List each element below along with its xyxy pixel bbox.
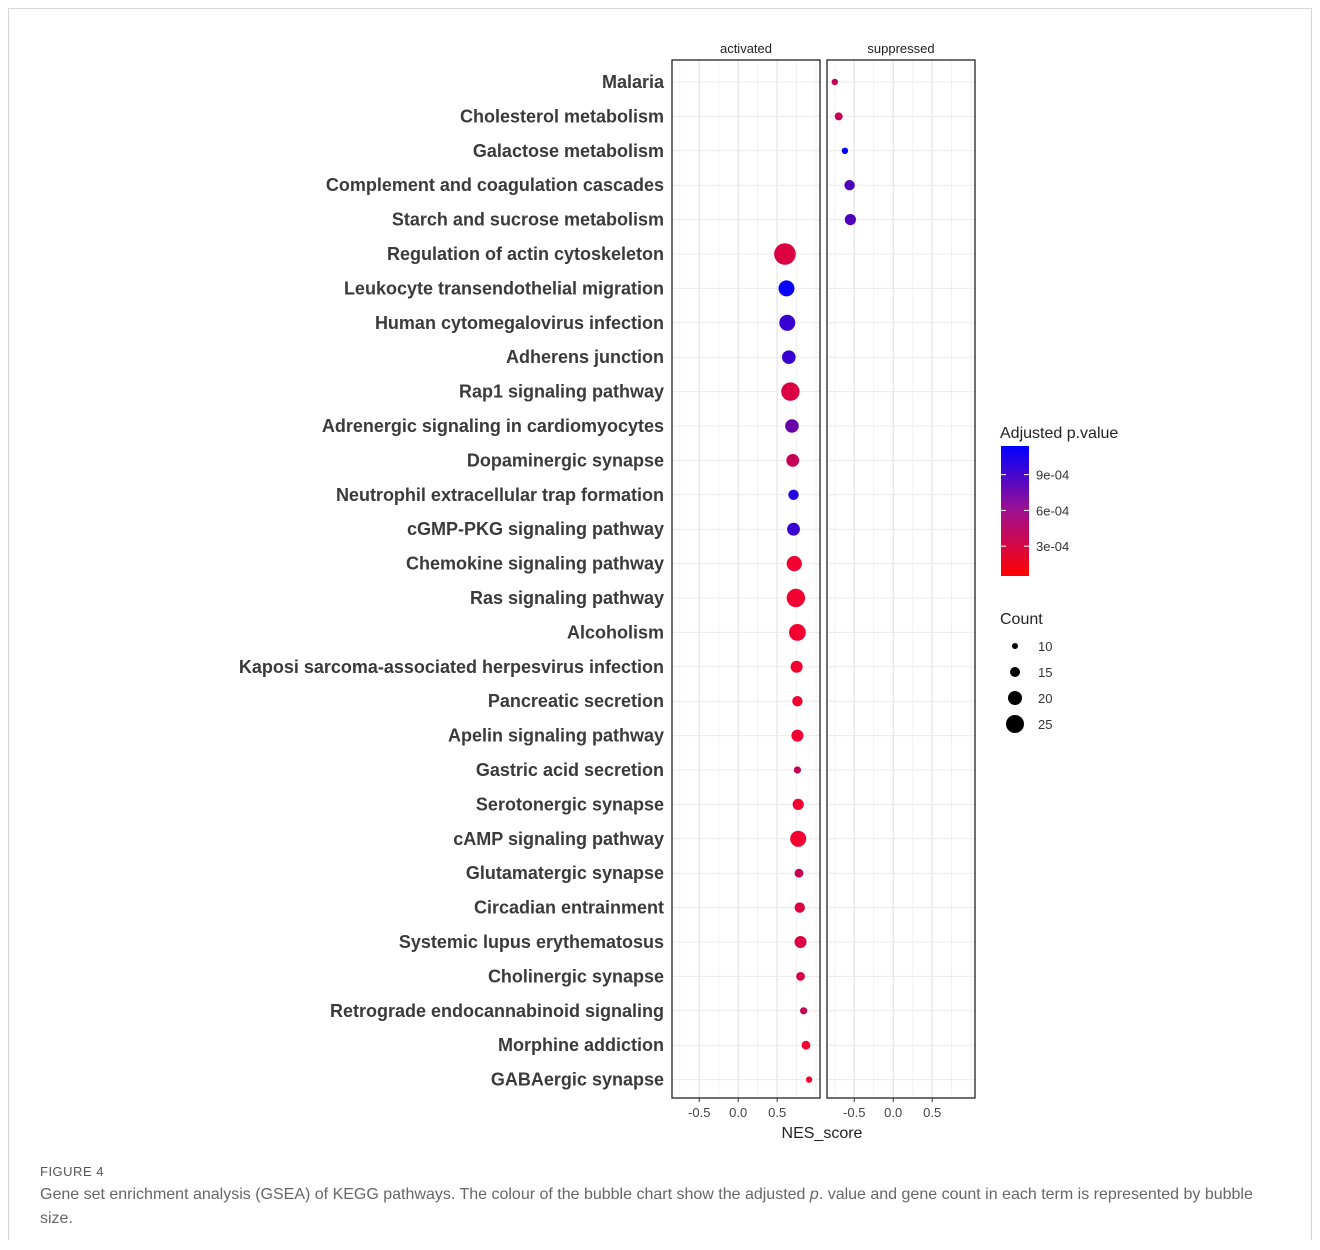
bubble: [792, 798, 804, 811]
bubble: [841, 147, 849, 154]
category-label: Leukocyte transendothelial migration: [344, 278, 664, 298]
bubble: [794, 868, 804, 878]
category-label: Adrenergic signaling in cardiomyocytes: [322, 416, 664, 436]
bubble: [781, 382, 800, 401]
category-label: Systemic lupus erythematosus: [399, 932, 664, 952]
category-label: Chemokine signaling pathway: [406, 554, 664, 574]
x-tick-label: 0.5: [768, 1105, 786, 1120]
size-legend-bubble: [1006, 715, 1024, 733]
bubble: [805, 1076, 813, 1083]
category-label: Pancreatic secretion: [488, 691, 664, 711]
category-label: Gastric acid secretion: [476, 760, 664, 780]
bubble: [834, 112, 843, 121]
bubble: [785, 419, 799, 433]
figure-caption-block: FIGURE 4 Gene set enrichment analysis (G…: [40, 1164, 1280, 1231]
x-axis-title: NES_score: [782, 1125, 863, 1142]
category-label: Cholinergic synapse: [488, 966, 664, 986]
bubble: [793, 766, 802, 774]
bubble: [787, 522, 800, 536]
color-legend-title: Adjusted p.value: [1000, 425, 1118, 442]
size-legend-bubble: [1012, 643, 1018, 649]
category-label: Complement and coagulation cascades: [326, 175, 664, 195]
category-label: Kaposi sarcoma-associated herpesvirus in…: [239, 657, 664, 677]
category-label: Dopaminergic synapse: [467, 450, 664, 470]
category-label: Glutamatergic synapse: [466, 863, 664, 883]
bubble: [794, 902, 805, 913]
facet-panel-border: [671, 59, 821, 1099]
bubble: [778, 280, 795, 297]
bubble: [794, 936, 807, 948]
bubble: [774, 243, 796, 265]
caption-text-start: Gene set enrichment analysis (GSEA) of K…: [40, 1186, 810, 1203]
bubble: [782, 350, 796, 365]
facet-label: activated: [720, 41, 772, 56]
category-label: Adherens junction: [506, 347, 664, 367]
color-legend-label: 6e-04: [1036, 503, 1069, 518]
category-label: Serotonergic synapse: [476, 794, 664, 814]
size-legend-label: 20: [1038, 691, 1052, 706]
category-label: Cholesterol metabolism: [460, 106, 664, 126]
category-label: Galactose metabolism: [473, 141, 664, 161]
x-tick-label: -0.5: [843, 1105, 865, 1120]
x-tick-label: 0.0: [884, 1105, 902, 1120]
x-tick-label: -0.5: [688, 1105, 710, 1120]
category-label: Regulation of actin cytoskeleton: [387, 244, 664, 264]
category-label: GABAergic synapse: [491, 1070, 664, 1090]
bubble: [796, 972, 805, 981]
size-legend-title: Count: [1000, 611, 1043, 628]
color-legend-label: 9e-04: [1036, 468, 1069, 483]
bubble: [792, 696, 803, 707]
bubble-chart: Malaria Cholesterol metabolism Galactose m…: [239, 41, 1119, 1142]
size-legend-label: 10: [1038, 639, 1052, 654]
x-tick-label: 0.0: [729, 1105, 747, 1120]
facet-panel-border: [826, 59, 976, 1099]
bubble: [786, 454, 800, 467]
bubble: [788, 489, 799, 500]
category-label: Starch and sucrose metabolism: [392, 210, 664, 230]
bubble: [786, 588, 806, 608]
caption-text-end: . value and gene count in each term is r…: [40, 1186, 1253, 1227]
category-label: Retrograde endocannabinoid signaling: [330, 1001, 664, 1021]
caption-italic-p: p: [809, 1186, 819, 1203]
category-label: cGMP-PKG signaling pathway: [407, 519, 664, 539]
category-label: Rap1 signaling pathway: [459, 382, 664, 402]
category-label: Neutrophil extracellular trap formation: [336, 485, 664, 505]
bubble: [790, 830, 807, 847]
size-legend-label: 25: [1038, 717, 1052, 732]
category-label: Morphine addiction: [498, 1035, 664, 1055]
category-label: Circadian entrainment: [474, 898, 664, 918]
size-legend-bubble: [1008, 691, 1022, 705]
category-label: Ras signaling pathway: [470, 588, 664, 608]
category-label: Apelin signaling pathway: [448, 726, 664, 746]
category-label: Malaria: [602, 72, 665, 92]
bubble: [786, 556, 802, 572]
bubble: [801, 1040, 811, 1050]
x-tick-label: 0.5: [923, 1105, 941, 1120]
size-legend-bubble: [1010, 667, 1020, 677]
figure-label: FIGURE 4: [40, 1164, 104, 1179]
bubble: [791, 729, 804, 742]
category-label: cAMP signaling pathway: [453, 829, 664, 849]
figure-caption: Gene set enrichment analysis (GSEA) of K…: [40, 1183, 1280, 1231]
facet-label: suppressed: [867, 41, 934, 56]
category-label: Alcoholism: [567, 622, 664, 642]
color-legend-label: 3e-04: [1036, 539, 1069, 554]
figure-frame: [8, 8, 1312, 1240]
category-label: Human cytomegalovirus infection: [375, 313, 664, 333]
bubble: [790, 660, 803, 673]
bubble: [844, 180, 855, 191]
bubble: [844, 214, 856, 226]
color-legend-bar: [1001, 446, 1029, 576]
bubble: [789, 624, 806, 641]
bubble: [779, 314, 796, 331]
size-legend-label: 15: [1038, 665, 1052, 680]
bubble: [800, 1007, 808, 1015]
bubble: [831, 78, 838, 86]
